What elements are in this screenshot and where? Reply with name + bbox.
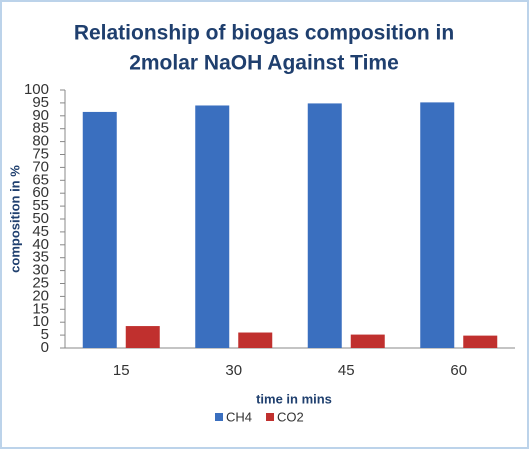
y-tick-label: 50 bbox=[32, 210, 49, 227]
y-tick-label: 75 bbox=[32, 145, 49, 162]
y-tick-label: 55 bbox=[32, 197, 49, 214]
bar bbox=[420, 102, 455, 348]
y-tick-label: 15 bbox=[32, 300, 49, 317]
legend-swatch bbox=[215, 413, 223, 421]
y-axis-label: composition in % bbox=[7, 165, 22, 273]
y-tick-label: 85 bbox=[32, 120, 49, 137]
y-tick-label: 100 bbox=[24, 81, 49, 98]
chart-title: Relationship of biogas composition in bbox=[74, 22, 454, 45]
y-tick-label: 70 bbox=[32, 158, 49, 175]
y-tick-label: 40 bbox=[32, 236, 49, 253]
bar bbox=[350, 334, 385, 348]
bar bbox=[307, 103, 342, 348]
x-tick-label: 60 bbox=[450, 362, 467, 379]
y-tick-label: 90 bbox=[32, 107, 49, 124]
bar bbox=[463, 335, 498, 348]
y-tick-label: 60 bbox=[32, 184, 49, 201]
y-tick-label: 65 bbox=[32, 171, 49, 188]
x-tick-label: 45 bbox=[338, 362, 355, 379]
y-tick-label: 45 bbox=[32, 223, 49, 240]
chart-title: 2molar NaOH Against Time bbox=[129, 52, 399, 75]
y-tick-label: 80 bbox=[32, 133, 49, 150]
bar bbox=[238, 332, 273, 348]
y-tick-label: 0 bbox=[41, 339, 49, 356]
legend-swatch bbox=[266, 413, 275, 421]
bar bbox=[125, 326, 160, 348]
bar bbox=[195, 105, 230, 348]
legend-label: CO2 bbox=[277, 409, 304, 424]
y-tick-label: 10 bbox=[32, 313, 49, 330]
y-tick-label: 5 bbox=[41, 326, 49, 343]
x-tick-label: 30 bbox=[225, 362, 242, 379]
y-tick-label: 20 bbox=[32, 287, 49, 304]
y-tick-label: 30 bbox=[32, 262, 49, 279]
legend-label: CH4 bbox=[226, 409, 252, 424]
y-tick-label: 25 bbox=[32, 274, 49, 291]
y-tick-label: 95 bbox=[32, 94, 49, 111]
x-axis-label: time in mins bbox=[256, 391, 332, 406]
x-tick-label: 15 bbox=[113, 362, 130, 379]
bar bbox=[82, 111, 117, 349]
y-tick-label: 35 bbox=[32, 249, 49, 266]
